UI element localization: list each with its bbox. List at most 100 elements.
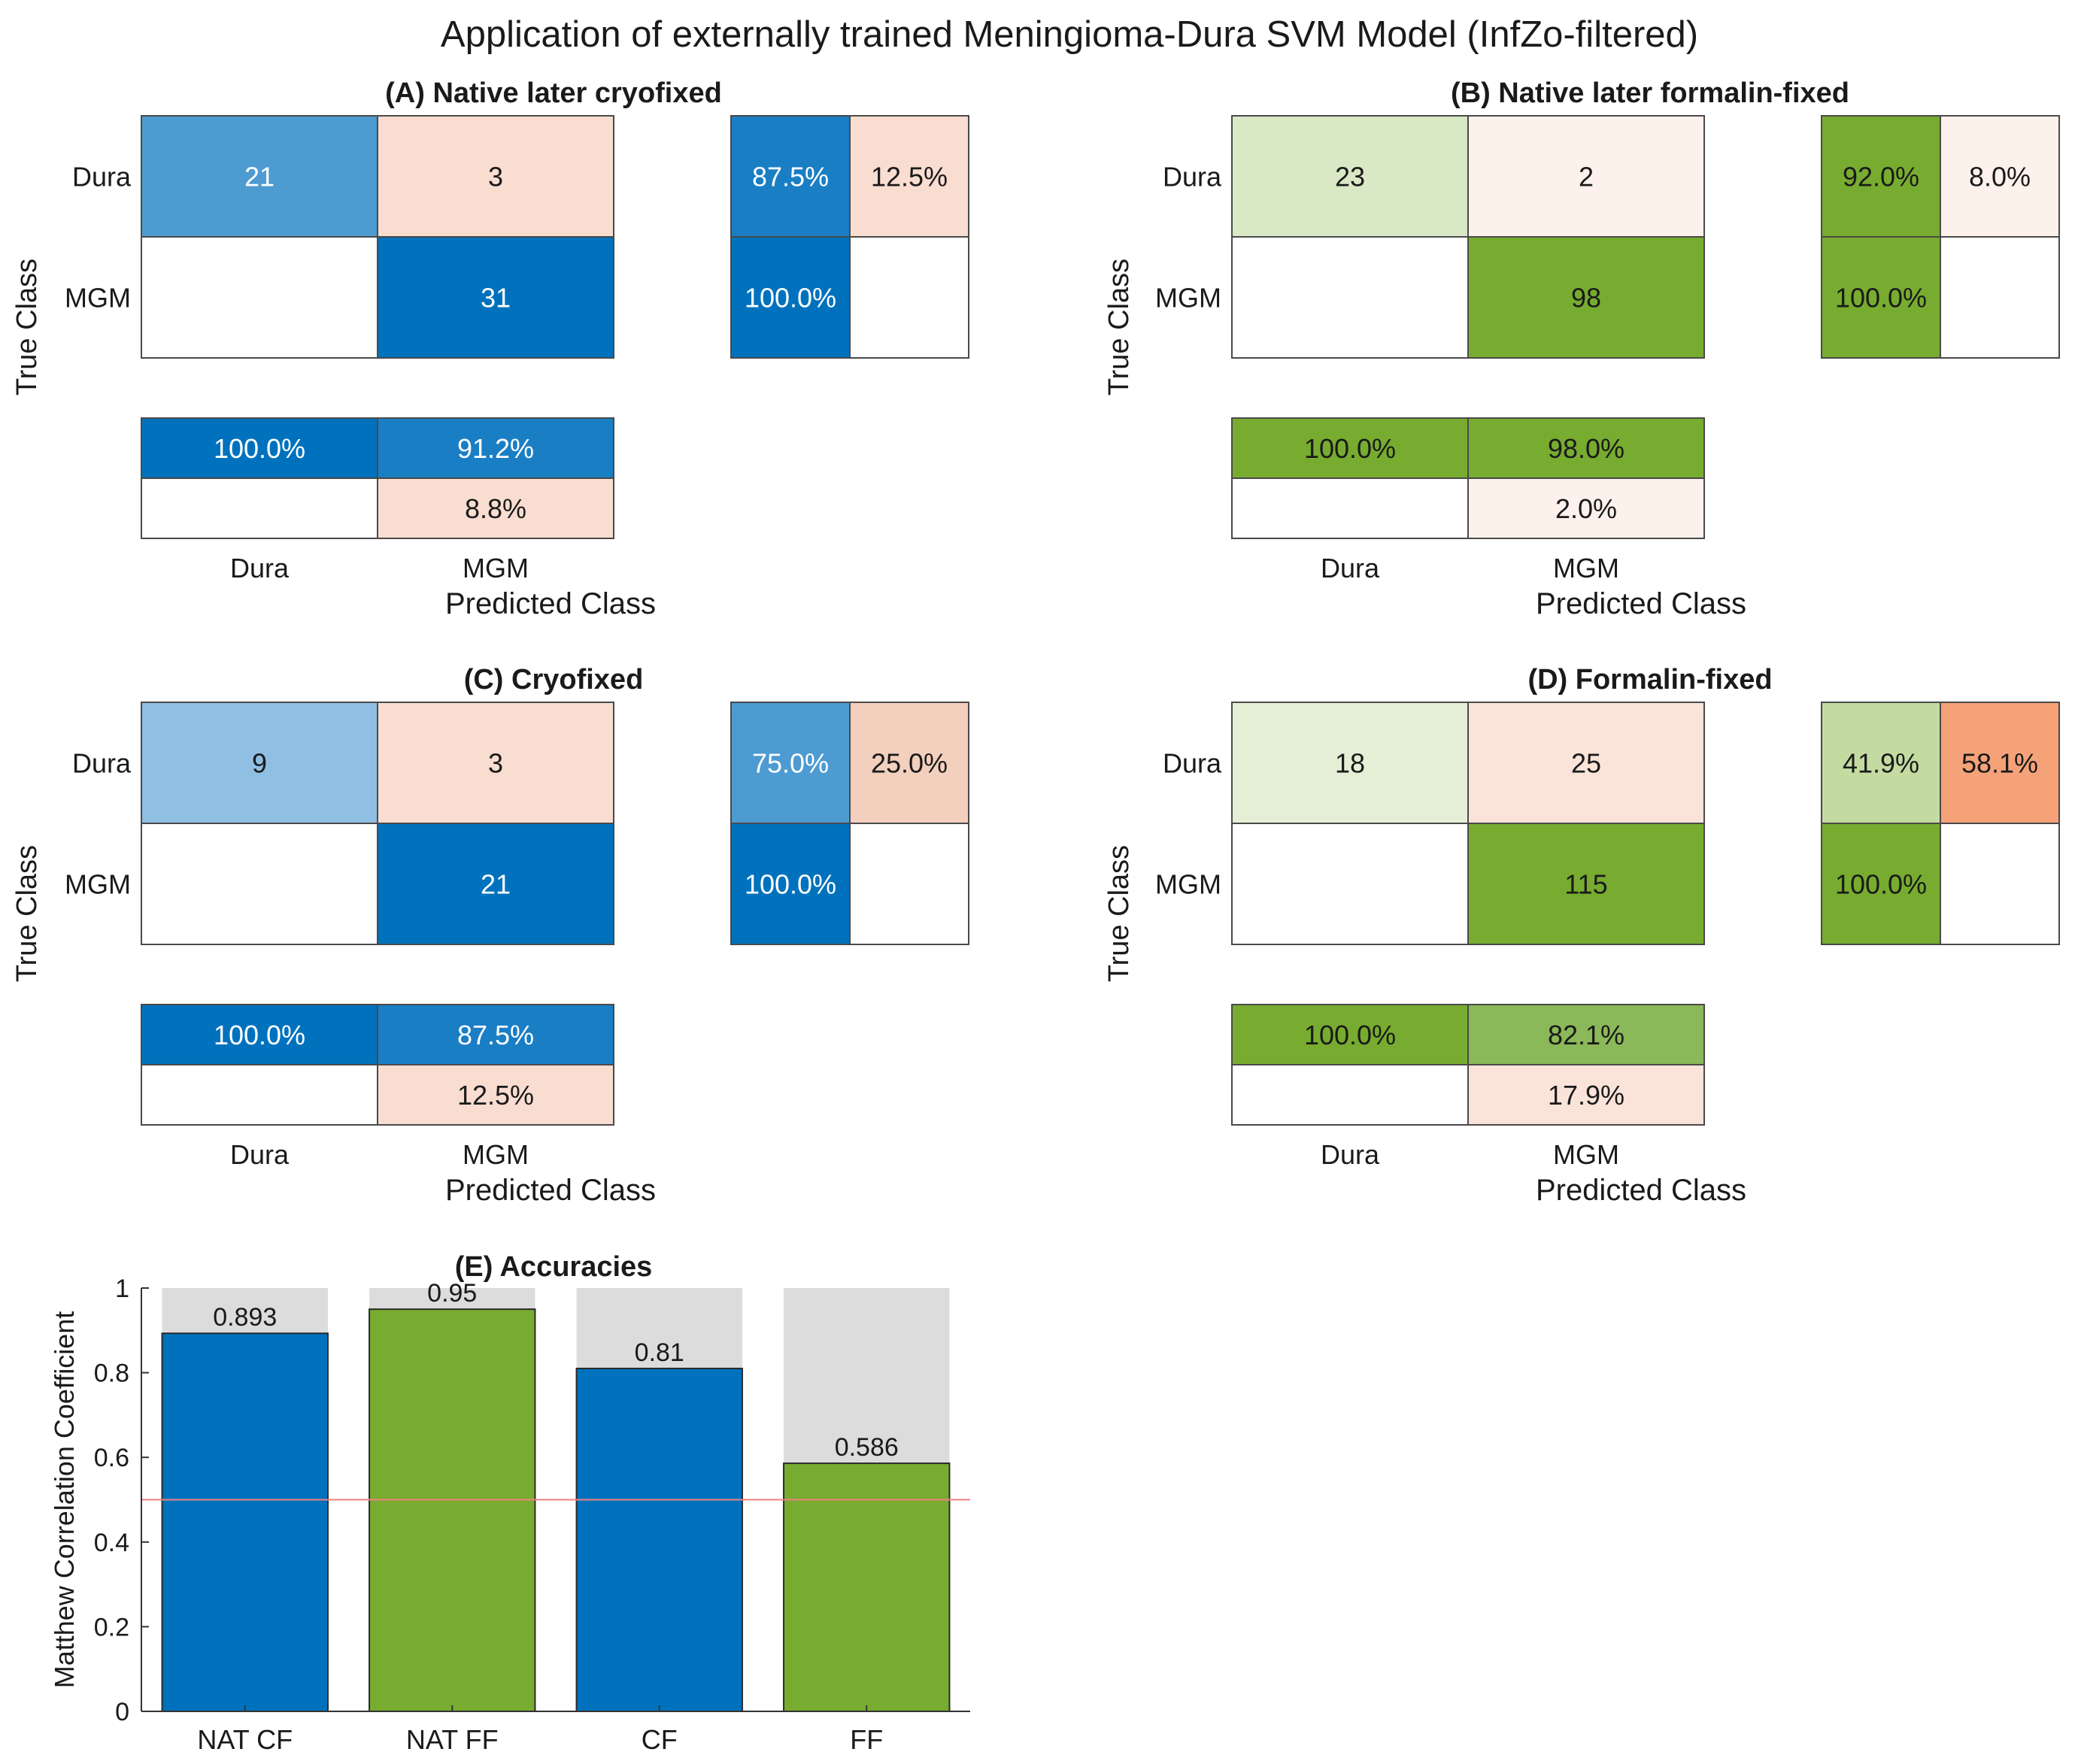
column-summary-r1c1-cell bbox=[1467, 1064, 1705, 1126]
matrix-r0c0-label: 9 bbox=[252, 748, 267, 779]
row-summary-r0c0-cell bbox=[730, 702, 851, 824]
row-summary-r0c1-cell bbox=[1940, 115, 2060, 238]
bar-value-label: 0.893 bbox=[213, 1303, 277, 1332]
x-axis-label: Predicted Class bbox=[1536, 1174, 1746, 1207]
y-axis-label: Matthew Correlation Coefficient bbox=[49, 1311, 80, 1689]
row-summary-r0c1-label: 12.5% bbox=[871, 162, 948, 192]
row-summary-r1c0-label: 100.0% bbox=[1835, 869, 1927, 900]
matrix-r0c1-cell bbox=[377, 702, 614, 824]
column-summary-r0c0-label: 100.0% bbox=[214, 1020, 305, 1050]
row-summary-r1c1-cell bbox=[1940, 236, 2060, 359]
row-summary-r0c1-label: 58.1% bbox=[1961, 748, 2038, 779]
column-summary-r1c0-cell bbox=[1231, 1064, 1469, 1126]
row-summary-r1c0-label: 100.0% bbox=[745, 283, 836, 314]
matrix-r1c0-cell bbox=[141, 823, 378, 945]
column-summary-r0c0-cell bbox=[1231, 417, 1469, 479]
matrix-r1c1-cell bbox=[377, 823, 614, 945]
row-label-dura: Dura bbox=[72, 162, 132, 192]
matrix-r0c0-label: 18 bbox=[1335, 748, 1365, 779]
matrix-r1c1-label: 98 bbox=[1571, 283, 1601, 314]
row-label-mgm: MGM bbox=[65, 283, 131, 314]
row-summary-r0c0-cell bbox=[1821, 115, 1941, 238]
row-summary-r1c1-cell bbox=[849, 236, 969, 359]
x-axis-label: Predicted Class bbox=[445, 1174, 656, 1207]
confusion-matrix-panel-b: (B) Native later formalin-fixed 23 2 98 Dura… bbox=[1103, 77, 2060, 620]
y-axis-label: True Class bbox=[1103, 259, 1135, 396]
panel-title: (B) Native later formalin-fixed bbox=[1451, 77, 1849, 109]
confusion-matrix-panel-d: (D) Formalin-fixed 18 25 115 Dura MGM True Cla… bbox=[1103, 664, 2060, 1207]
row-summary-r0c0-cell bbox=[1821, 702, 1941, 824]
confusion-matrix-panel-c: (C) Cryofixed 9 3 21 Dura MGM True Class 75.0% 2… bbox=[11, 664, 969, 1207]
panel-title: (E) Accuracies bbox=[455, 1251, 653, 1283]
row-summary-r1c1-cell bbox=[849, 823, 969, 945]
column-summary-r1c0-cell bbox=[141, 477, 378, 539]
matrix-r0c0-label: 23 bbox=[1335, 162, 1365, 192]
col-label-mgm: MGM bbox=[1553, 1139, 1619, 1170]
bar-nat-ff bbox=[369, 1308, 536, 1712]
column-summary-r1c1-cell bbox=[377, 1064, 614, 1126]
row-label-dura: Dura bbox=[72, 748, 132, 779]
panel-title: (A) Native later cryofixed bbox=[385, 77, 722, 109]
matrix-r0c0-cell bbox=[1231, 702, 1469, 824]
col-label-mgm: MGM bbox=[1553, 553, 1619, 583]
column-summary-r1c1-label: 17.9% bbox=[1548, 1080, 1624, 1111]
col-label-dura: Dura bbox=[1321, 1139, 1380, 1170]
y-tick-label: 0.8 bbox=[94, 1359, 129, 1388]
col-label-dura: Dura bbox=[230, 553, 290, 583]
y-axis-label: True Class bbox=[11, 259, 43, 396]
bar-cf bbox=[575, 1367, 743, 1712]
column-summary-r1c1-label: 12.5% bbox=[457, 1080, 534, 1111]
x-axis-label: Predicted Class bbox=[1536, 587, 1746, 620]
y-tick-label: 0.4 bbox=[94, 1529, 129, 1557]
bar-nat-cf bbox=[161, 1332, 329, 1712]
bar-value-label: 0.95 bbox=[427, 1279, 477, 1308]
row-summary-r0c0-label: 87.5% bbox=[752, 162, 829, 192]
x-tick-label: FF bbox=[850, 1724, 883, 1755]
column-summary-r0c0-label: 100.0% bbox=[214, 433, 305, 464]
row-summary-r0c1-label: 25.0% bbox=[871, 748, 948, 779]
confusion-matrix-panel-a: (A) Native later cryofixed 21 3 31 Dura MGM Tr… bbox=[11, 77, 969, 620]
col-label-mgm: MGM bbox=[463, 1139, 529, 1170]
column-summary-r1c1-cell bbox=[377, 477, 614, 539]
x-axis-label: Predicted Class bbox=[445, 587, 656, 620]
column-summary-r0c1-cell bbox=[377, 1004, 614, 1065]
column-summary-r0c1-label: 87.5% bbox=[457, 1020, 534, 1050]
matrix-r0c0-cell bbox=[1231, 115, 1469, 238]
column-summary-r0c1-cell bbox=[377, 417, 614, 479]
row-summary-r0c1-label: 8.0% bbox=[1969, 162, 2031, 192]
column-summary-r1c1-cell bbox=[1467, 477, 1705, 539]
column-summary-r0c1-cell bbox=[1467, 417, 1705, 479]
column-summary-r0c0-label: 100.0% bbox=[1304, 433, 1396, 464]
row-summary-r0c1-cell bbox=[849, 702, 969, 824]
row-summary-r0c0-cell bbox=[730, 115, 851, 238]
row-label-mgm: MGM bbox=[1155, 283, 1221, 314]
column-summary-r1c0-cell bbox=[1231, 477, 1469, 539]
col-label-dura: Dura bbox=[230, 1139, 290, 1170]
bar-value-label: 0.586 bbox=[835, 1433, 899, 1462]
col-label-mgm: MGM bbox=[463, 553, 529, 583]
matrix-r1c1-label: 21 bbox=[481, 869, 511, 900]
matrix-r1c1-label: 31 bbox=[481, 283, 511, 314]
panel-title: (D) Formalin-fixed bbox=[1527, 664, 1772, 696]
matrix-r1c0-cell bbox=[1231, 823, 1469, 945]
x-tick-label: NAT CF bbox=[197, 1724, 293, 1755]
row-label-dura: Dura bbox=[1163, 748, 1222, 779]
figure-title: Application of externally trained Mening… bbox=[441, 14, 1698, 55]
matrix-r0c0-cell bbox=[141, 115, 378, 238]
row-summary-r0c0-label: 75.0% bbox=[752, 748, 829, 779]
y-axis-label: True Class bbox=[1103, 845, 1135, 982]
x-tick-label: NAT FF bbox=[406, 1724, 499, 1755]
matrix-r0c0-cell bbox=[141, 702, 378, 824]
matrix-r1c1-label: 115 bbox=[1564, 869, 1607, 900]
column-summary-r0c1-label: 82.1% bbox=[1548, 1020, 1624, 1050]
y-tick-label: 0 bbox=[115, 1698, 129, 1726]
matrix-r0c1-label: 3 bbox=[488, 748, 503, 779]
matrix-r1c1-cell bbox=[1467, 823, 1705, 945]
y-tick-label: 1 bbox=[115, 1275, 129, 1303]
row-label-dura: Dura bbox=[1163, 162, 1222, 192]
column-summary-r0c1-label: 91.2% bbox=[457, 433, 534, 464]
matrix-r0c1-label: 2 bbox=[1579, 162, 1594, 192]
column-summary-r1c1-label: 2.0% bbox=[1555, 493, 1617, 524]
column-summary-r0c0-label: 100.0% bbox=[1304, 1020, 1396, 1050]
panel-title: (C) Cryofixed bbox=[464, 664, 644, 696]
